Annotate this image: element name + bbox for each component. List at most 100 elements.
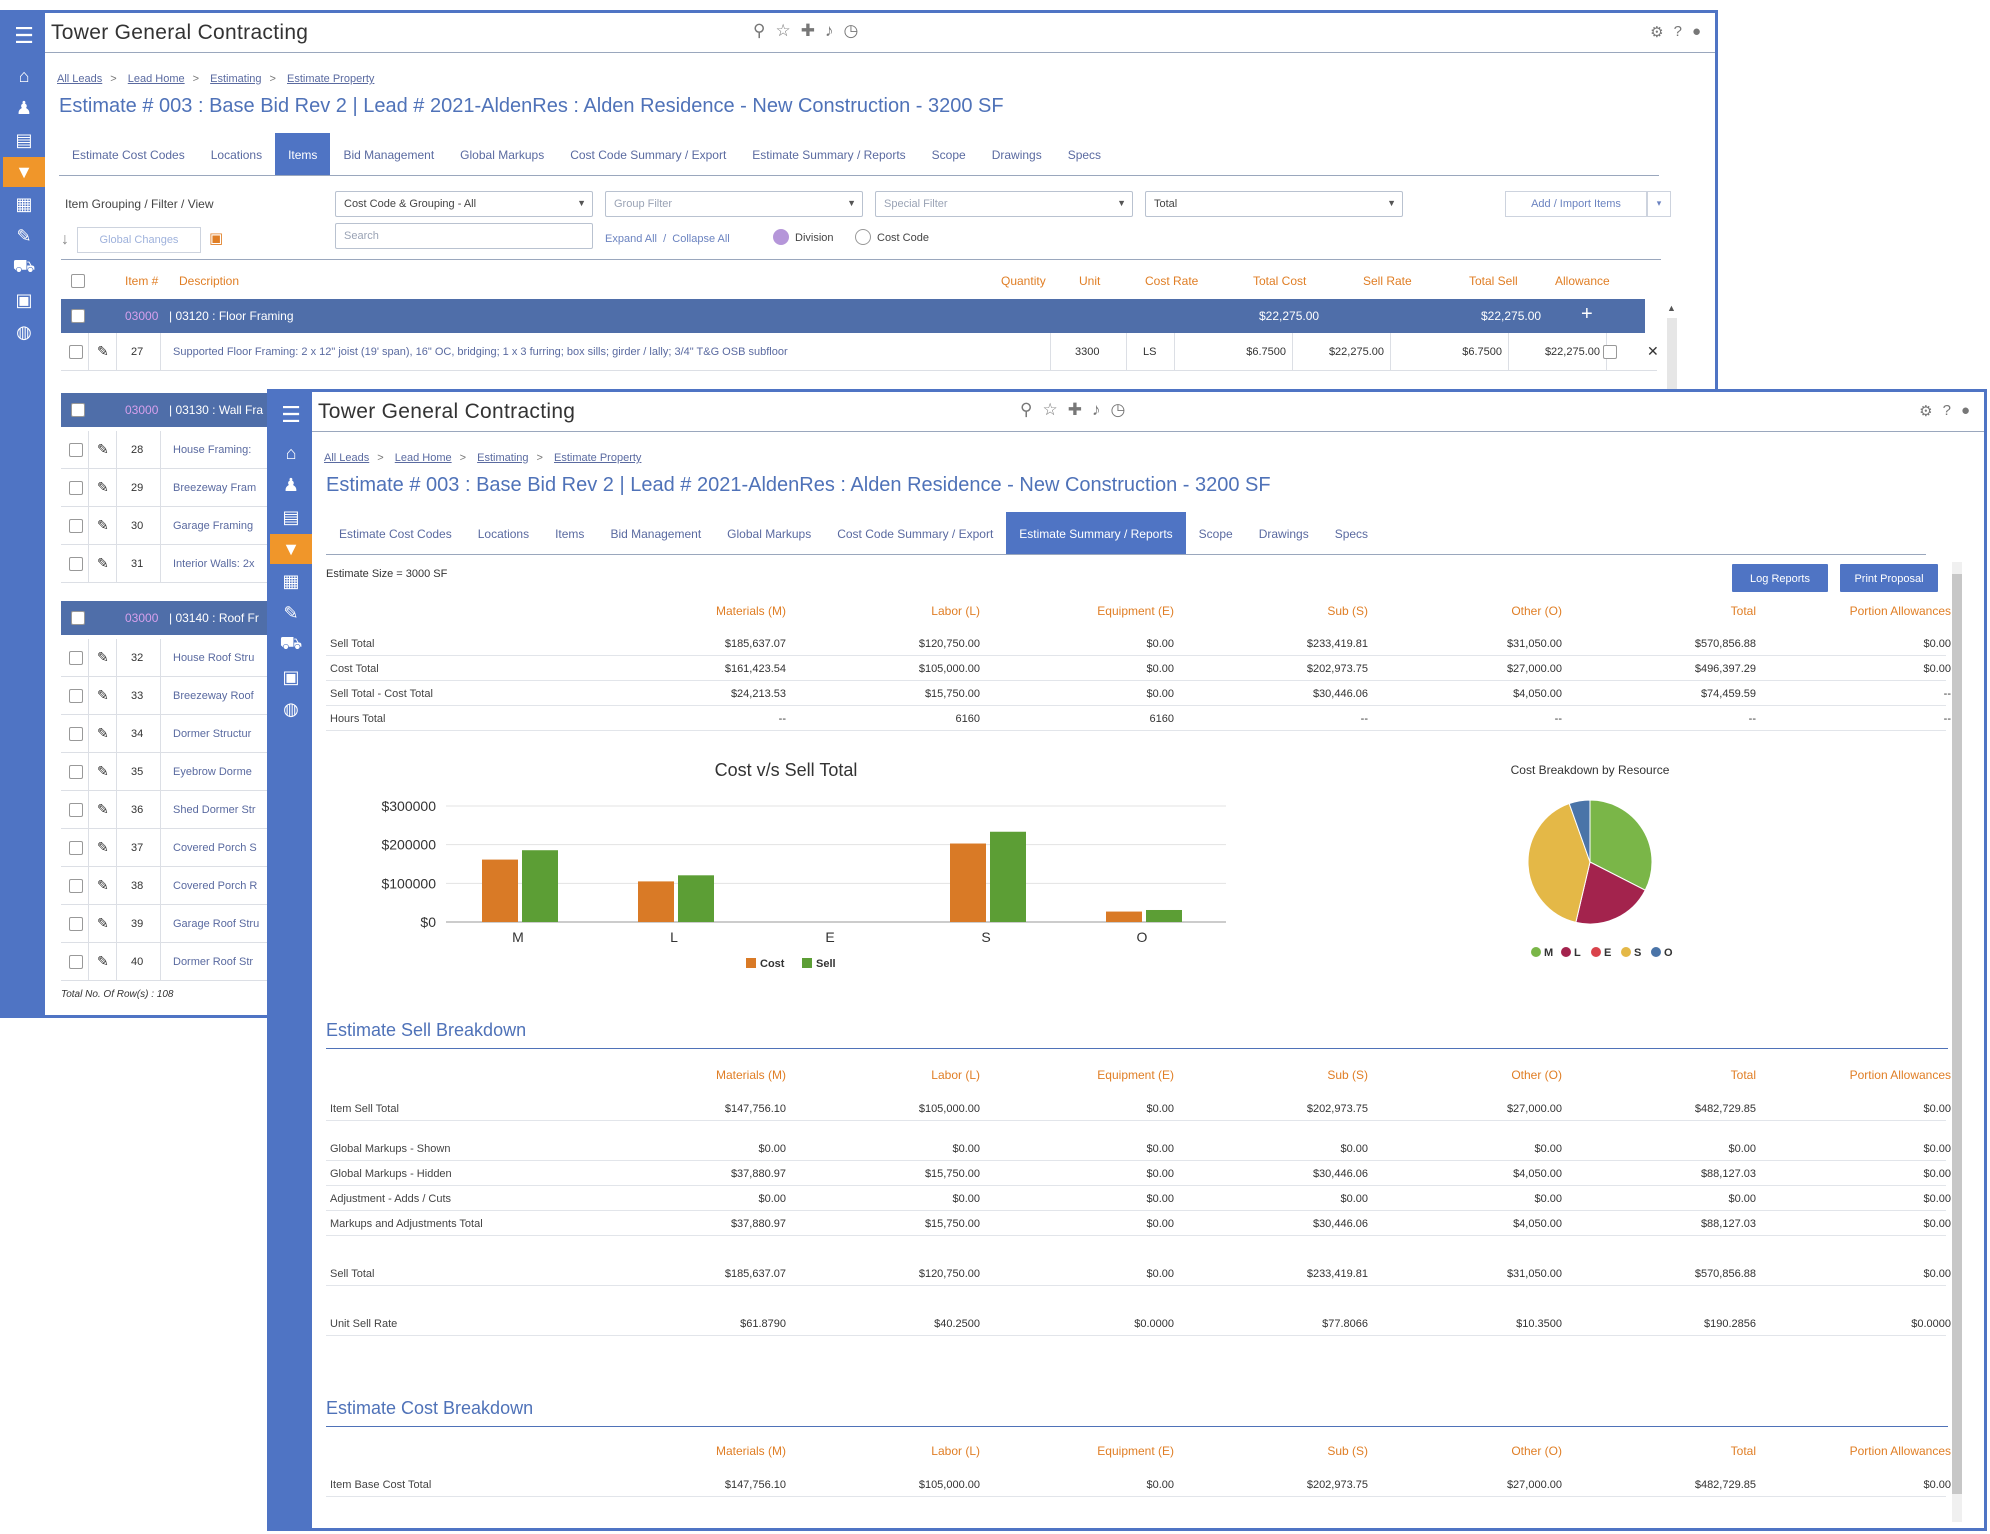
special-filter-select[interactable]: Special Filter ▼ (875, 191, 1133, 217)
help-icon[interactable]: ? (1673, 23, 1682, 40)
globe-icon[interactable]: ◍ (16, 321, 32, 342)
item-description[interactable]: Eyebrow Dorme (173, 766, 252, 778)
search-icon[interactable]: ⚲ (1020, 400, 1033, 419)
tab-drawings[interactable]: Drawings (991, 148, 1042, 162)
user-icon[interactable]: ● (1691, 23, 1701, 40)
breadcrumb-lead-home[interactable]: Lead Home (127, 73, 185, 85)
breadcrumb-estimate-property[interactable]: Estimate Property (554, 452, 642, 464)
table-row[interactable]: ✎ 36 Shed Dormer Str (61, 791, 281, 829)
add-import-items-button[interactable]: Add / Import Items (1505, 191, 1647, 217)
menu-icon[interactable]: ☰ (14, 23, 34, 48)
table-row[interactable]: ✎ 32 House Roof Stru (61, 639, 281, 677)
table-row[interactable]: ✎ 30 Garage Framing (61, 507, 281, 545)
global-changes-button[interactable]: Global Changes (77, 227, 201, 253)
globe-icon[interactable]: ◍ (283, 698, 299, 719)
calendar-icon[interactable]: ▣ (282, 666, 300, 687)
menu-icon[interactable]: ☰ (281, 402, 301, 427)
item-description[interactable]: Dormer Roof Str (173, 956, 254, 968)
group-checkbox[interactable] (71, 403, 85, 417)
pencil-icon[interactable]: ✎ (97, 725, 109, 741)
scroll-up-icon[interactable]: ▲ (1667, 303, 1676, 313)
delete-icon[interactable]: ✕ (1647, 343, 1659, 359)
tab-drawings[interactable]: Drawings (1258, 527, 1309, 541)
group-checkbox[interactable] (71, 611, 85, 625)
item-description[interactable]: Dormer Structur (173, 728, 252, 740)
row-checkbox[interactable] (69, 727, 83, 741)
star-icon[interactable]: ☆ (1042, 400, 1058, 419)
breadcrumb-lead-home[interactable]: Lead Home (394, 452, 452, 464)
funnel-icon[interactable]: ▼ (3, 157, 45, 187)
people-icon[interactable]: ♟ (282, 474, 300, 495)
tab-specs[interactable]: Specs (1334, 527, 1369, 541)
tab-bid-management[interactable]: Bid Management (610, 527, 702, 541)
scrollbar-track[interactable] (1667, 318, 1677, 418)
log-reports-button[interactable]: Log Reports (1732, 564, 1828, 592)
add-import-dropdown[interactable]: ▾ (1647, 191, 1671, 217)
pencil-icon[interactable]: ✎ (97, 953, 109, 969)
table-row[interactable]: ✎ 34 Dormer Structur (61, 715, 281, 753)
home-icon[interactable]: ⌂ (18, 65, 30, 86)
breadcrumb-all-leads[interactable]: All Leads (57, 73, 103, 85)
edit-doc-icon[interactable]: ✎ (16, 225, 32, 246)
row-checkbox[interactable] (69, 803, 83, 817)
pencil-icon[interactable]: ✎ (97, 555, 109, 571)
tab-global-markups[interactable]: Global Markups (460, 148, 545, 162)
total-select[interactable]: Total ▼ (1145, 191, 1403, 217)
group-row-floor-framing[interactable]: 03000 | 03120 : Floor Framing $22,275.00… (61, 299, 1645, 333)
table-row[interactable]: ✎ 38 Covered Porch R (61, 867, 281, 905)
pencil-icon[interactable]: ✎ (97, 763, 109, 779)
search-input[interactable]: Search (335, 223, 593, 249)
funnel-icon[interactable]: ▼ (270, 534, 312, 564)
breadcrumb-estimating[interactable]: Estimating (210, 73, 262, 85)
group-checkbox[interactable] (71, 309, 85, 323)
calendar-edit-icon[interactable]: ▣ (209, 230, 224, 247)
building-icon[interactable]: ▤ (15, 129, 33, 150)
tab-cost-code-summary[interactable]: Cost Code Summary / Export (570, 148, 727, 162)
tab-items[interactable]: Items (555, 527, 585, 541)
table-row[interactable]: ✎ 40 Dormer Roof Str (61, 943, 281, 981)
breadcrumb-estimating[interactable]: Estimating (477, 452, 529, 464)
timer-icon[interactable]: ◷ (843, 21, 859, 40)
calendar-icon[interactable]: ▣ (15, 289, 33, 310)
home-icon[interactable]: ⌂ (285, 442, 297, 463)
help-icon[interactable]: ? (1942, 402, 1951, 419)
group-row-roof-framing[interactable]: 03000 | 03140 : Roof Fr (61, 601, 281, 635)
document-icon[interactable]: ▦ (282, 570, 300, 591)
cost-code-radio[interactable] (855, 229, 871, 245)
select-all-checkbox[interactable] (71, 274, 85, 288)
group-row-wall-framing[interactable]: 03000 | 03130 : Wall Fra (61, 393, 281, 427)
user-icon[interactable]: ● (1960, 402, 1970, 419)
row-checkbox[interactable] (69, 879, 83, 893)
timer-icon[interactable]: ◷ (1110, 400, 1126, 419)
pencil-icon[interactable]: ✎ (97, 915, 109, 931)
row-checkbox[interactable] (69, 841, 83, 855)
row-checkbox[interactable] (69, 917, 83, 931)
grouping-select[interactable]: Cost Code & Grouping - All ▼ (335, 191, 593, 217)
pencil-icon[interactable]: ✎ (97, 343, 109, 359)
tab-estimate-cost-codes[interactable]: Estimate Cost Codes (339, 527, 452, 541)
row-checkbox[interactable] (69, 443, 83, 457)
tab-estimate-cost-codes[interactable]: Estimate Cost Codes (72, 148, 185, 162)
truck-icon[interactable]: ⛟ (12, 256, 36, 276)
pencil-icon[interactable]: ✎ (97, 649, 109, 665)
row-checkbox[interactable] (69, 651, 83, 665)
group-filter-select[interactable]: Group Filter ▼ (605, 191, 863, 217)
item-description[interactable]: Covered Porch R (173, 880, 258, 892)
division-radio[interactable] (773, 229, 789, 245)
tab-items[interactable]: Items (275, 133, 331, 175)
gear-icon[interactable]: ⚙ (1919, 403, 1933, 420)
tab-estimate-summary[interactable]: Estimate Summary / Reports (752, 148, 906, 162)
plus-icon[interactable]: ✚ (1067, 400, 1082, 419)
pencil-icon[interactable]: ✎ (97, 877, 109, 893)
table-row[interactable]: ✎ 28 House Framing: (61, 431, 281, 469)
item-description[interactable]: Interior Walls: 2x (173, 558, 255, 570)
table-row[interactable]: ✎ 29 Breezeway Fram (61, 469, 281, 507)
pencil-icon[interactable]: ✎ (97, 687, 109, 703)
tab-locations[interactable]: Locations (477, 527, 530, 541)
tab-scope[interactable]: Scope (1198, 527, 1233, 541)
scrollbar-thumb[interactable] (1952, 574, 1962, 1494)
search-icon[interactable]: ⚲ (753, 21, 766, 40)
row-checkbox[interactable] (69, 481, 83, 495)
table-row[interactable]: ✎ 37 Covered Porch S (61, 829, 281, 867)
row-checkbox[interactable] (69, 557, 83, 571)
